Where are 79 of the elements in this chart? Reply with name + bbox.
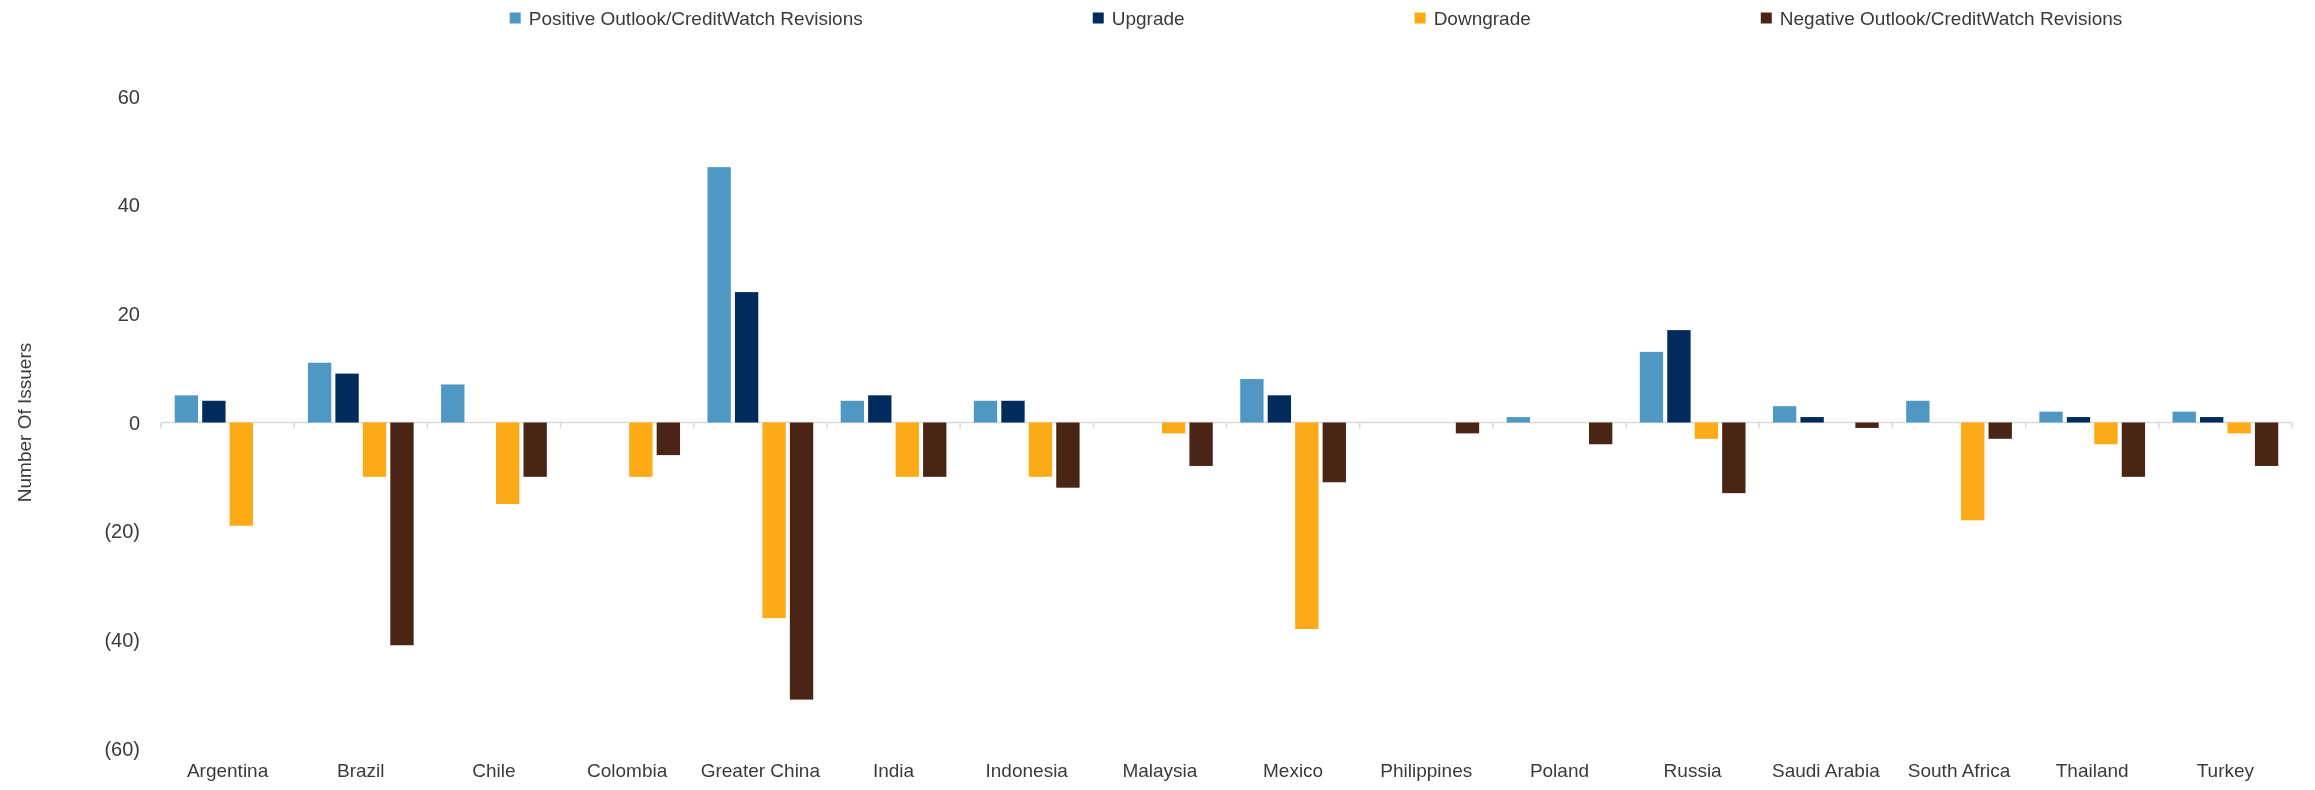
bar <box>2172 411 2196 423</box>
bar <box>441 384 465 423</box>
bar <box>2200 417 2224 423</box>
bar <box>174 395 199 423</box>
bar <box>2121 422 2146 477</box>
y-tick-label: 40 <box>117 194 140 217</box>
bar <box>1506 417 1530 423</box>
y-tick-label: 20 <box>117 302 140 325</box>
bar <box>1161 422 1186 434</box>
bar <box>1322 422 1346 483</box>
x-tick-label: Brazil <box>337 759 385 781</box>
bar <box>1639 351 1664 423</box>
y-tick-label: 0 <box>128 411 140 434</box>
bar <box>202 400 226 423</box>
legend-label: Upgrade <box>1111 7 1185 29</box>
x-tick-label: South Africa <box>1907 759 2011 781</box>
bar <box>2254 422 2279 466</box>
x-tick-label: Russia <box>1663 759 1723 781</box>
bar <box>362 422 387 477</box>
bar <box>1001 400 1025 423</box>
bar <box>629 422 653 477</box>
bar <box>1056 422 1080 488</box>
bar <box>1588 422 1613 445</box>
bar <box>1906 400 1930 423</box>
y-tick-label: 60 <box>117 85 140 108</box>
bar <box>707 167 731 423</box>
x-tick-label: Greater China <box>700 759 821 781</box>
bar <box>1028 422 1053 477</box>
bar <box>307 362 332 423</box>
bar <box>1694 422 1719 439</box>
bar <box>1800 417 1824 423</box>
bar <box>1772 406 1797 423</box>
legend-label: Downgrade <box>1433 7 1531 29</box>
y-tick-label: (60) <box>104 737 140 760</box>
bar <box>1240 379 1264 423</box>
legend-label: Positive Outlook/CreditWatch Revisions <box>528 7 863 29</box>
x-tick-label: Mexico <box>1263 759 1324 781</box>
bar <box>734 292 759 423</box>
x-tick-label: Chile <box>472 759 516 781</box>
bar <box>1988 422 2012 439</box>
bar <box>2066 417 2091 423</box>
bar <box>762 422 786 619</box>
bar <box>1295 422 1319 629</box>
x-tick-label: India <box>872 759 915 781</box>
bar <box>1455 422 1480 434</box>
bar <box>2094 422 2118 445</box>
bar <box>789 422 814 700</box>
x-tick-label: Argentina <box>186 759 269 781</box>
bar <box>335 373 359 423</box>
bar <box>895 422 919 477</box>
x-tick-label: Indonesia <box>985 759 1069 781</box>
bar <box>390 422 414 646</box>
bar <box>1189 422 1213 466</box>
bar <box>1667 330 1691 423</box>
bar <box>523 422 547 477</box>
bar <box>1855 422 1879 428</box>
bar <box>656 422 681 456</box>
x-tick-label: Turkey <box>2196 759 2255 781</box>
x-tick-label: Philippines <box>1380 759 1473 781</box>
bar <box>1722 422 1746 494</box>
bar <box>973 400 998 423</box>
bar <box>868 395 892 423</box>
y-tick-label: (40) <box>104 628 140 651</box>
bar <box>840 400 865 423</box>
y-tick-label: (20) <box>104 520 140 543</box>
bar <box>496 422 520 504</box>
bar <box>923 422 947 477</box>
bar <box>229 422 253 526</box>
bar <box>1961 422 1985 521</box>
x-tick-label: Colombia <box>587 759 668 781</box>
y-axis-title: Number Of Issuers <box>13 342 35 503</box>
bar <box>2039 411 2063 423</box>
x-tick-label: Saudi Arabia <box>1771 759 1881 781</box>
x-tick-label: Malaysia <box>1122 759 1198 781</box>
legend-label: Negative Outlook/CreditWatch Revisions <box>1779 7 2123 29</box>
x-tick-label: Thailand <box>2055 759 2129 781</box>
bar <box>2227 422 2251 434</box>
x-tick-label: Poland <box>1529 759 1590 781</box>
bar <box>1267 395 1292 423</box>
